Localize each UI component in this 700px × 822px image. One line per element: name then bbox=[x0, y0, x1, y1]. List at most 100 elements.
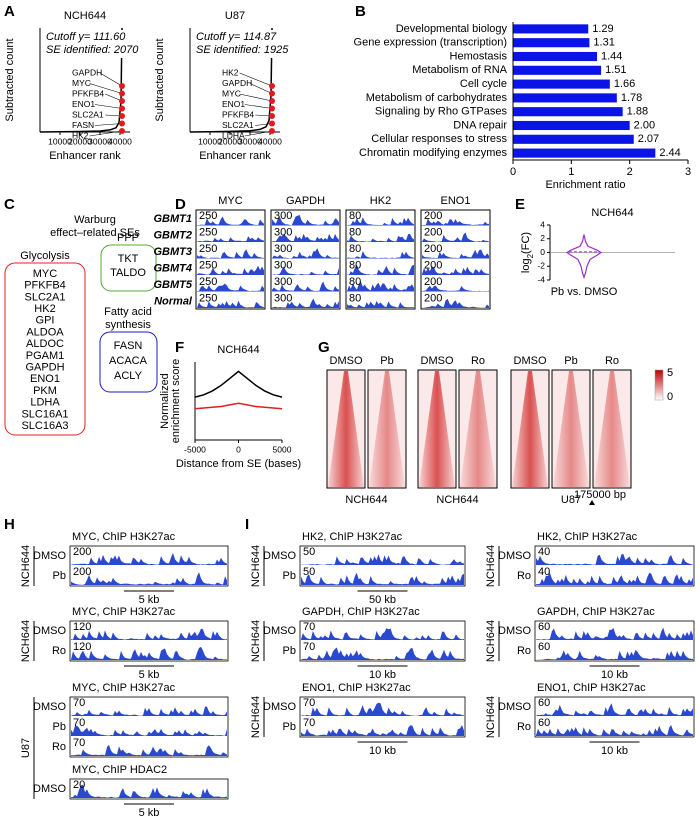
x-tick-label: 10000 bbox=[198, 136, 222, 146]
labeled-point bbox=[269, 83, 275, 89]
group-label: NCH644 bbox=[436, 494, 478, 506]
x-tick-label: 1 bbox=[568, 166, 574, 178]
x-tick-label: 0 bbox=[236, 444, 241, 454]
track-signal bbox=[301, 628, 464, 640]
column-title: MYC bbox=[218, 195, 243, 207]
leader-line bbox=[89, 130, 123, 137]
track-signal bbox=[272, 281, 339, 292]
category-label: Cellular responses to stress bbox=[371, 133, 507, 145]
title: effect–related SEs bbox=[50, 227, 140, 239]
track-scale: 250 bbox=[199, 292, 217, 304]
data-line bbox=[194, 370, 283, 398]
value-label: 2.07 bbox=[638, 133, 659, 145]
row-label: Pb bbox=[283, 721, 296, 733]
chart-title: NCH644 bbox=[64, 10, 106, 22]
row-label: DMSO bbox=[498, 550, 531, 562]
gene: SLC2A1 bbox=[25, 291, 66, 303]
x-tick-label: 40000 bbox=[258, 136, 282, 146]
column-label: Pb bbox=[564, 355, 577, 367]
x-axis-label: Enhancer rank bbox=[199, 150, 271, 162]
point-label: LDHA bbox=[222, 130, 245, 140]
heatmap-signal bbox=[369, 371, 405, 487]
gene: PGAM1 bbox=[26, 350, 65, 362]
heatmap-signal bbox=[419, 371, 455, 487]
track-signal bbox=[71, 744, 227, 756]
track-signal bbox=[536, 725, 693, 736]
row-label: DMSO bbox=[33, 625, 66, 637]
track-box bbox=[534, 545, 695, 587]
value-label: 1.88 bbox=[627, 106, 648, 118]
track-signal bbox=[272, 266, 339, 275]
labeled-point bbox=[269, 113, 275, 119]
heatmap-signal bbox=[328, 371, 364, 487]
labeled-point bbox=[119, 105, 125, 112]
track-signal bbox=[301, 647, 464, 660]
y-tick-label: -4 bbox=[537, 274, 545, 284]
group-box bbox=[100, 244, 157, 292]
heatmap-signal bbox=[553, 371, 589, 487]
x-tick-label: 5000 bbox=[273, 444, 292, 454]
track-box bbox=[299, 696, 466, 738]
annotation: SE identified: 1925 bbox=[196, 44, 289, 56]
track-signal bbox=[71, 628, 227, 640]
row-label: Ro bbox=[517, 721, 531, 733]
cell-label: U87 bbox=[20, 738, 32, 758]
track-signal bbox=[301, 725, 464, 736]
cell-label: NCH644 bbox=[485, 545, 497, 587]
track-scale: 300 bbox=[274, 259, 292, 271]
panel-letter: G bbox=[318, 339, 330, 356]
track-scale: 250 bbox=[199, 276, 217, 288]
bar bbox=[513, 65, 602, 75]
x-tick-label: 3 bbox=[685, 166, 691, 178]
bar bbox=[513, 51, 597, 62]
column-label: DMSO bbox=[330, 355, 363, 367]
panel-letter: C bbox=[4, 196, 15, 213]
point-label: FASN bbox=[72, 120, 94, 130]
track-scale: 80 bbox=[349, 292, 361, 304]
row-label: GBMT2 bbox=[154, 229, 193, 241]
cell-label: NCH644 bbox=[20, 620, 32, 662]
group-name: PPP bbox=[117, 232, 139, 244]
row-label: DMSO bbox=[498, 701, 531, 713]
track-signal bbox=[197, 236, 264, 242]
track-scale: 50 bbox=[303, 566, 315, 578]
row-label: Ro bbox=[52, 741, 66, 753]
gene: TKT bbox=[118, 253, 139, 265]
track-scale: 120 bbox=[73, 641, 91, 653]
leader-line bbox=[239, 72, 273, 87]
category-label: Hemostasis bbox=[450, 50, 508, 62]
track-signal bbox=[71, 784, 227, 798]
point-label: MYC bbox=[72, 78, 91, 88]
y-axis-label: Normalized bbox=[159, 373, 171, 429]
track-scale: 200 bbox=[73, 566, 91, 578]
column-label: Ro bbox=[471, 355, 485, 367]
track-scale: 250 bbox=[199, 259, 217, 271]
gene: PFKFB4 bbox=[24, 280, 66, 292]
gene: FASN bbox=[114, 340, 143, 352]
scale-bar-label: 5 kb bbox=[139, 594, 160, 606]
gene: GPI bbox=[36, 315, 55, 327]
y-axis-label-part: 2 bbox=[526, 253, 535, 258]
track-signal bbox=[71, 553, 227, 565]
x-tick-label: -5000 bbox=[184, 444, 206, 454]
track-scale: 200 bbox=[424, 243, 442, 255]
annotation: Cutoff y= 111.60 bbox=[46, 31, 126, 43]
track-signal bbox=[347, 217, 414, 226]
track-scale: 80 bbox=[349, 226, 361, 238]
x-tick-label: 20000 bbox=[218, 136, 242, 146]
track-signal bbox=[197, 283, 264, 292]
gene: ALDOC bbox=[26, 338, 64, 350]
column-label: DMSO bbox=[514, 355, 547, 367]
labeled-point bbox=[119, 83, 125, 89]
track-box bbox=[195, 209, 266, 310]
track-signal bbox=[347, 251, 414, 259]
scale-bar-label: 50 kb bbox=[369, 594, 396, 606]
track-box bbox=[534, 696, 695, 738]
colorbar bbox=[654, 369, 664, 401]
scale-bar-label: 10 kb bbox=[601, 745, 628, 757]
scale-bar-label: 10 kb bbox=[369, 745, 396, 757]
block-title: MYC, ChIP H3K27ac bbox=[72, 531, 176, 543]
gene: TALDO bbox=[110, 267, 146, 279]
track-scale: 200 bbox=[424, 210, 442, 222]
leader-line bbox=[99, 72, 123, 87]
